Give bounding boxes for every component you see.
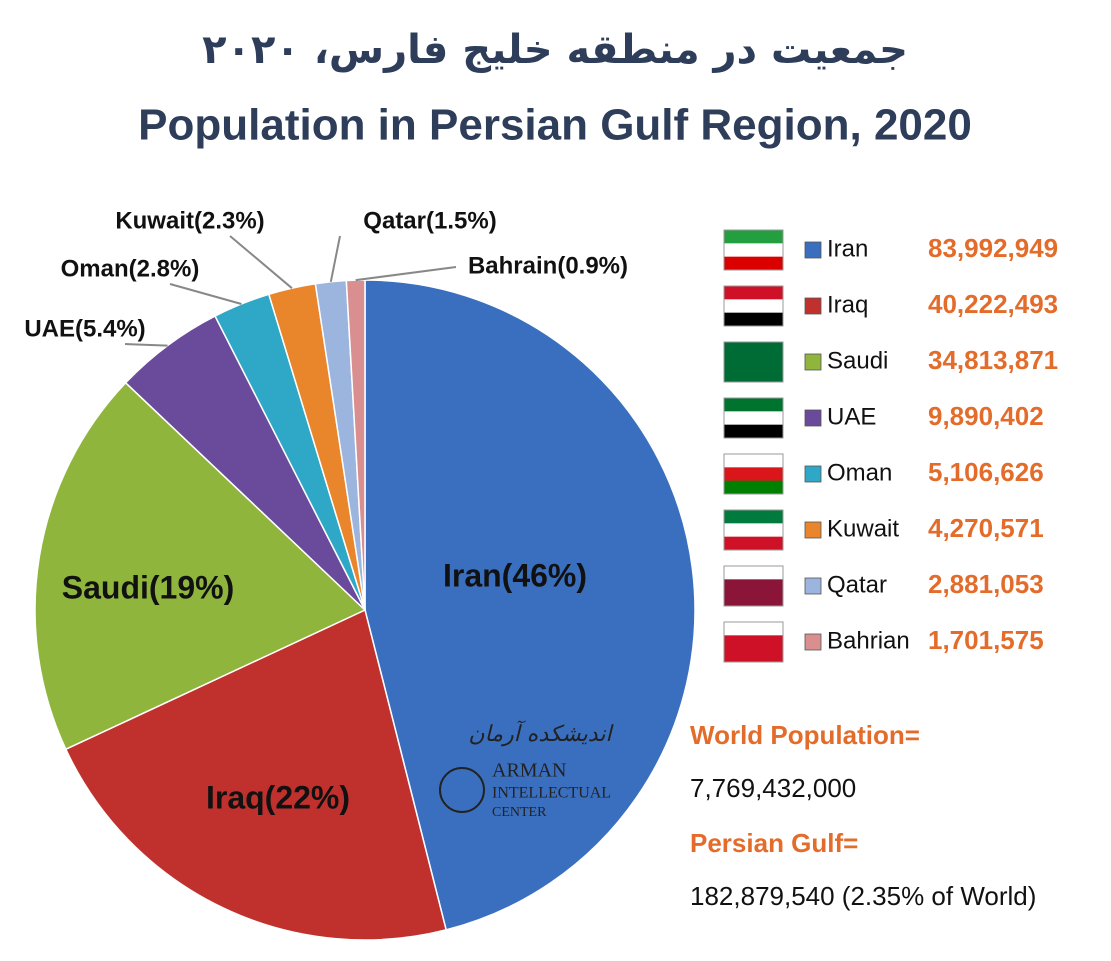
flag-border [723,285,784,327]
watermark: اندیشکده آرمان ARMAN INTELLECTUAL CENTER [439,720,614,820]
legend-label: Oman [827,459,892,486]
flag-border [723,509,784,551]
leader-line [229,235,293,289]
legend-label: Saudi [827,347,888,374]
flag-stripe [724,424,783,439]
pie: Iran(46%) Iraq(22%) Saudi(19%) UAE(5.4%) Oma… [24,207,696,941]
legend-label: Iran [827,235,868,262]
legend-value: 83,992,949 [928,233,1058,263]
watermark-text: CENTER [492,805,547,820]
flag-border [723,341,784,383]
flag-stripe [724,454,783,468]
legend-swatch [804,521,822,539]
flag-stripe [724,398,783,412]
legend-item: Oman 5,106,626 [723,453,1044,495]
flag-stripe [724,342,783,356]
legend-item: Kuwait 4,270,571 [723,509,1044,551]
slice-label: Oman(2.8%) [61,255,200,282]
legend-swatch [804,353,822,371]
flag-border [723,229,784,271]
chart-title: جمعیت در منطقه خلیج فارس، ۲۰۲۰ [202,27,908,73]
flag-stripe [724,510,783,524]
flag-stripe [724,230,783,244]
slice-label: Iraq(22%) [206,779,350,815]
watermark-text: INTELLECTUAL [492,785,611,802]
leader-line [169,283,242,305]
chart-subtitle: Population in Persian Gulf Region, 2020 [138,101,972,150]
slice-label: Bahrain(0.9%) [468,252,628,279]
note-label: World Population= [690,720,920,750]
flag-border [723,621,784,663]
legend-item: Qatar 2,881,053 [723,565,1044,607]
legend-value: 9,890,402 [928,401,1044,431]
note-label: Persian Gulf= [690,828,858,858]
legend-item: Iran 83,992,949 [723,229,1058,271]
flag-stripe [724,411,783,426]
slice-label: Saudi(19%) [62,569,234,605]
flag-stripe [724,355,783,370]
flag-stripe [724,256,783,271]
flag-stripe [724,299,783,314]
legend-item: UAE 9,890,402 [723,397,1044,439]
flag-stripe [724,286,783,300]
legend-swatch [804,409,822,427]
legend-value: 1,701,575 [928,625,1044,655]
legend-item: Iraq 40,222,493 [723,285,1058,327]
flag-stripe [724,467,783,482]
legend-swatch [804,297,822,315]
flag-stripe [724,566,783,580]
flag-stripe [724,648,783,663]
flag-stripe [724,312,783,327]
legend-label: UAE [827,403,876,430]
legend-swatch [804,241,822,259]
legend-value: 2,881,053 [928,569,1044,599]
flag-stripe [724,243,783,258]
slice-label: Qatar(1.5%) [363,207,496,234]
note-text: 7,769,432,000 [690,773,856,803]
flag-stripe [724,523,783,538]
pie-slice [34,381,367,751]
note-text: 182,879,540 (2.35% of World) [690,881,1036,911]
slice-label: Kuwait(2.3%) [115,207,264,234]
flag-stripe [724,579,783,594]
pie-slice [364,279,696,931]
legend-swatch [804,633,822,651]
pie-slice [64,608,448,941]
watermark-logo [439,767,485,813]
flag-stripe [724,480,783,495]
flag-border [723,565,784,607]
legend-label: Iraq [827,291,868,318]
legend-swatch [804,465,822,483]
legend-value: 40,222,493 [928,289,1058,319]
flag-stripe [724,622,783,636]
flag-stripe [724,368,783,383]
legend-value: 4,270,571 [928,513,1044,543]
flag-border [723,397,784,439]
leader-line [355,266,457,282]
flag-stripe [724,592,783,607]
legend-swatch [804,577,822,595]
legend-label: Qatar [827,571,887,598]
legend: Iran 83,992,949 Iraq 40,222,493 Saudi 34,813,… [723,229,1058,663]
watermark-text: ARMAN [492,760,566,782]
pie-slice [345,279,366,611]
leader-line [124,343,168,347]
legend-item: Bahrian 1,701,575 [723,621,1044,663]
legend-value: 34,813,871 [928,345,1058,375]
flag-stripe [724,635,783,650]
legend-label: Bahrian [827,627,910,654]
legend-item: Saudi 34,813,871 [723,341,1058,383]
slice-label: UAE(5.4%) [24,315,145,342]
watermark-text: اندیشکده آرمان [468,720,614,747]
slice-label: Iran(46%) [443,557,587,593]
leader-line [329,235,341,282]
legend-label: Kuwait [827,515,899,542]
flag-border [723,453,784,495]
legend-value: 5,106,626 [928,457,1044,487]
flag-stripe [724,536,783,551]
